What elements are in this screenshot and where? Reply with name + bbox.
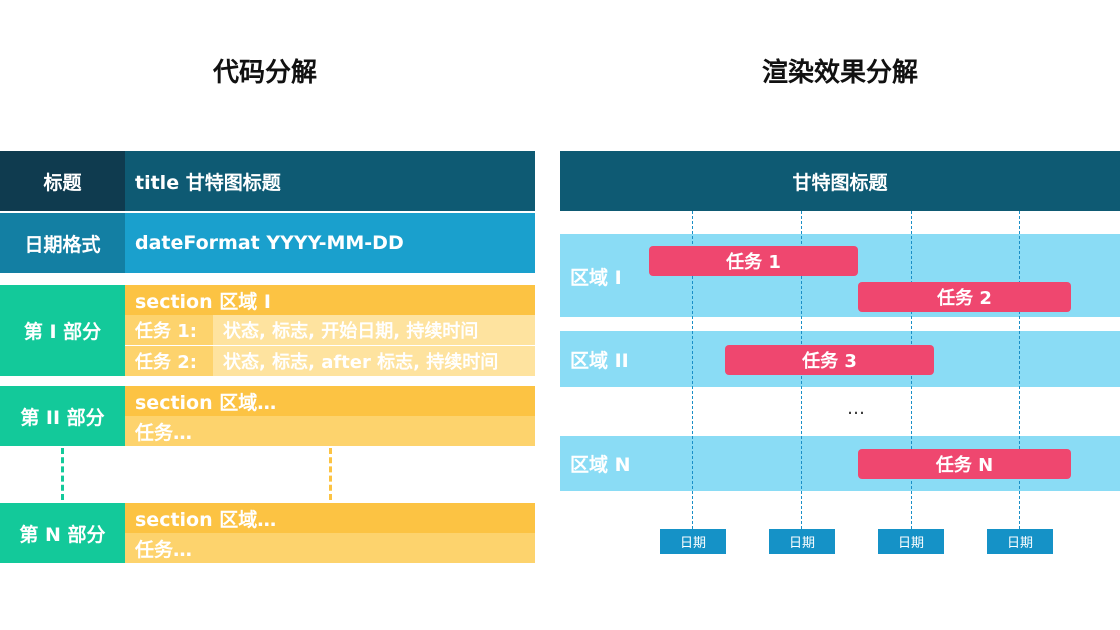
section-label-n: 区域 N bbox=[570, 453, 631, 476]
part-2-section: section 区域… bbox=[125, 386, 535, 416]
task-bar-1: 任务 1 bbox=[649, 246, 858, 276]
right-heading: 渲染效果分解 bbox=[761, 58, 918, 88]
part-1-task-2-fields: 状态, 标志, after 标志, 持续时间 bbox=[213, 346, 535, 376]
part-n-label: 第 N 部分 bbox=[0, 503, 125, 563]
date-format-label: 日期格式 bbox=[0, 213, 125, 273]
date-label-2: 日期 bbox=[769, 529, 835, 554]
parts-continuation-dash-gold bbox=[329, 448, 332, 500]
part-1-label: 第 I 部分 bbox=[0, 285, 125, 376]
date-format-code: dateFormat YYYY-MM-DD bbox=[125, 213, 535, 273]
title-code: title 甘特图标题 bbox=[125, 151, 535, 211]
parts-continuation-dash-green bbox=[61, 448, 64, 500]
gantt-title: 甘特图标题 bbox=[560, 151, 1120, 211]
part-n-section: section 区域… bbox=[125, 503, 535, 533]
part-1-section: section 区域 I bbox=[125, 285, 535, 315]
part-2-label: 第 II 部分 bbox=[0, 386, 125, 446]
part-1-task-1-name: 任务 1: bbox=[125, 315, 213, 345]
date-label-1: 日期 bbox=[660, 529, 726, 554]
task-bar-2: 任务 2 bbox=[858, 282, 1071, 312]
part-n-task: 任务… bbox=[125, 533, 535, 563]
more-sections-ellipsis: … bbox=[847, 398, 865, 419]
date-label-3: 日期 bbox=[878, 529, 944, 554]
part-1-task-1-fields: 状态, 标志, 开始日期, 持续时间 bbox=[213, 315, 535, 345]
part-2-task: 任务… bbox=[125, 416, 535, 446]
date-gridline-4 bbox=[1019, 211, 1020, 529]
part-1-task-2-name: 任务 2: bbox=[125, 346, 213, 376]
left-heading: 代码分解 bbox=[212, 58, 317, 88]
date-gridline-1 bbox=[692, 211, 693, 529]
title-label: 标题 bbox=[0, 151, 125, 211]
section-label-1: 区域 I bbox=[570, 266, 622, 289]
task-bar-3: 任务 3 bbox=[725, 345, 934, 375]
section-label-2: 区域 II bbox=[570, 349, 629, 372]
date-label-4: 日期 bbox=[987, 529, 1053, 554]
task-bar-n: 任务 N bbox=[858, 449, 1071, 479]
